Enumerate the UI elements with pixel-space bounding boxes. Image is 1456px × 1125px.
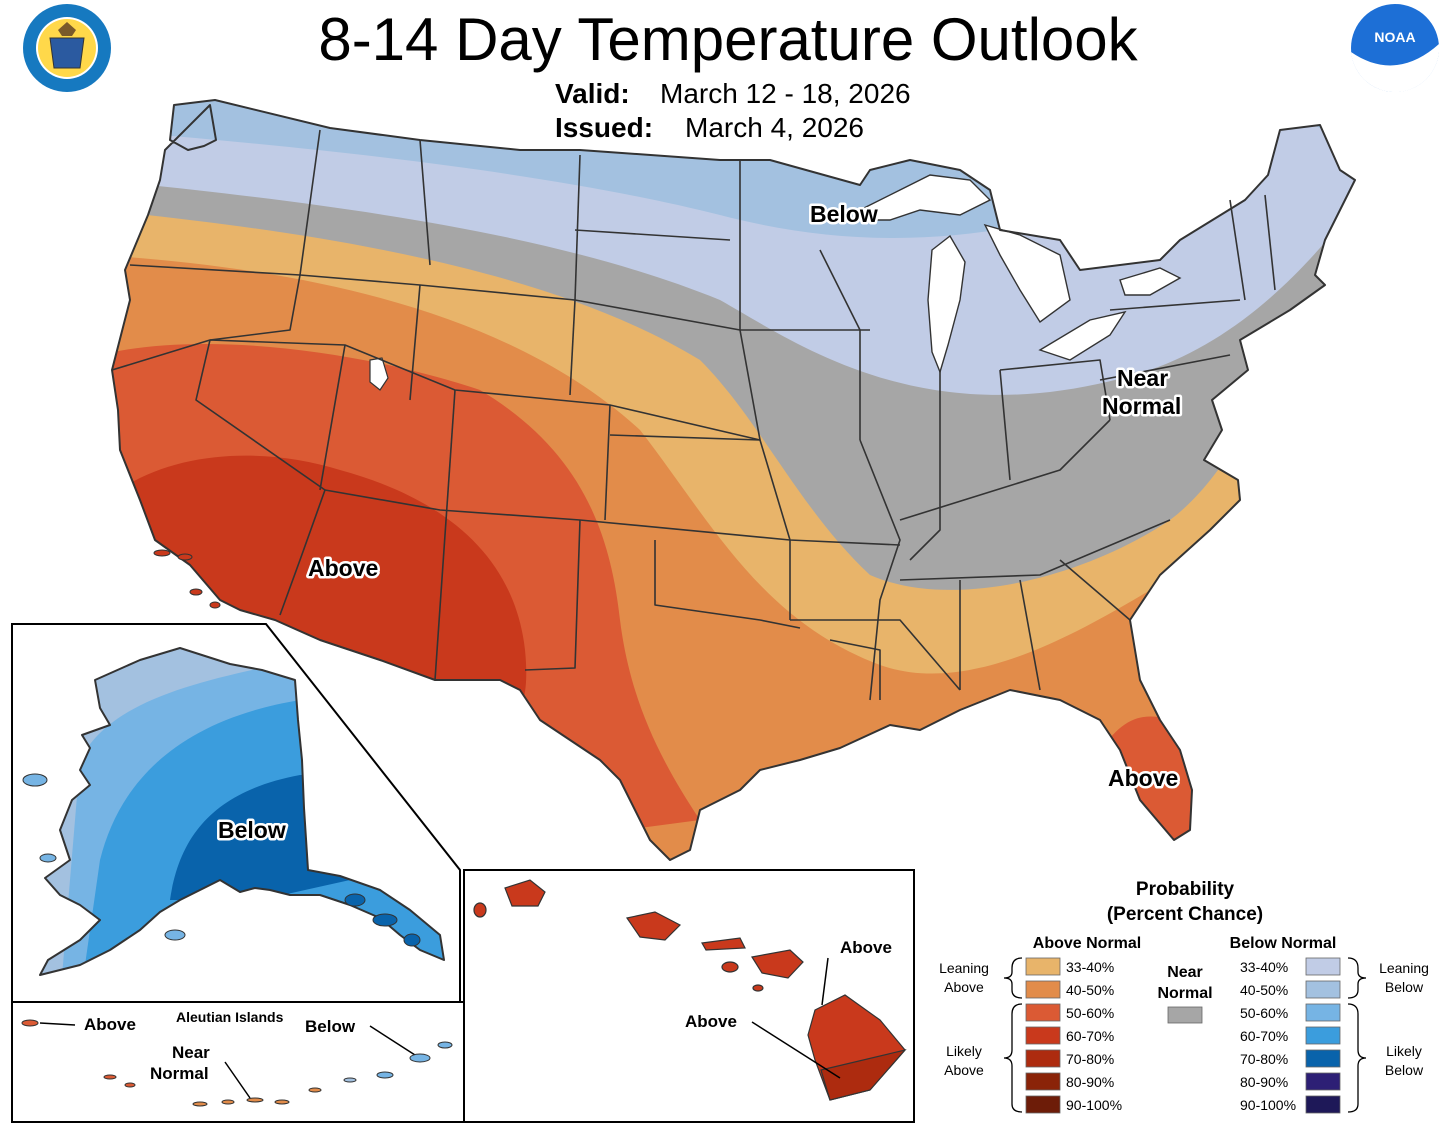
legend-above-range-label: 40-50% (1066, 982, 1114, 998)
hawaii-inset: Above Above (463, 869, 915, 1123)
aleutian-label-near-line2: Normal (150, 1064, 209, 1083)
page-title: 8-14 Day Temperature Outlook (318, 6, 1138, 73)
alaska-label-below: Below (218, 817, 286, 843)
aleutian-label-above: Above (84, 1015, 136, 1034)
legend-likely-above-line2: Above (944, 1062, 984, 1078)
header: 8-14 Day Temperature Outlook Valid: Marc… (318, 6, 1138, 143)
aleutian-label-below: Below (305, 1017, 356, 1036)
legend-leaning-above-line2: Above (944, 979, 984, 995)
legend-near-swatch (1167, 1006, 1203, 1024)
legend-below-range-label: 80-90% (1240, 1074, 1288, 1090)
legend-above-range-label: 60-70% (1066, 1028, 1114, 1044)
aleutian-islands (103, 1041, 453, 1107)
valid-label: Valid: (555, 78, 630, 109)
legend-below-swatch (1305, 957, 1341, 976)
alaska-inset: Below (11, 623, 461, 1003)
channel-islands (153, 549, 221, 609)
legend-below-range-label: 40-50% (1240, 982, 1288, 998)
legend-below-swatch (1305, 1049, 1341, 1068)
aleutian-inset: Aleutian Islands Above Below Near Normal (11, 1001, 465, 1123)
legend-above-swatches: 33-40% 40-50% 50-60% 60-70% 70-80% 80-90% 90-1… (1025, 957, 1122, 1114)
legend-below-swatches: 33-40% 40-50% 50-60% 60-70% 70-80% 80-90% 90-1… (1240, 957, 1341, 1114)
legend-above-range-label: 90-100% (1066, 1097, 1122, 1113)
conus-label-near-line1: Near (1117, 365, 1168, 391)
legend: Probability (Percent Chance) Above Norma… (939, 879, 1429, 1114)
legend-below-swatch (1305, 1072, 1341, 1091)
aleutian-label-near-line1: Near (172, 1043, 210, 1062)
legend-above-swatch (1025, 980, 1061, 999)
legend-below-range-label: 60-70% (1240, 1028, 1288, 1044)
conus-label-above-florida: Above (1108, 765, 1178, 791)
noaa-logo: NOAA (1351, 4, 1440, 93)
conus-outline (111, 99, 1356, 861)
legend-above-header: Above Normal (1033, 935, 1141, 952)
legend-likely-below-line1: Likely (1386, 1043, 1422, 1059)
legend-likely-below-line2: Below (1385, 1062, 1424, 1078)
alaska-islands (22, 773, 186, 941)
aleutian-title: Aleutian Islands (176, 1009, 284, 1025)
legend-above-swatch (1025, 1026, 1061, 1045)
legend-leaning-below-line2: Below (1385, 979, 1424, 995)
legend-title-line2: (Percent Chance) (1107, 904, 1263, 925)
legend-leaning-above-line1: Leaning (939, 960, 989, 976)
alaska-panhandle-islands (344, 893, 421, 947)
legend-likely-above-line1: Likely (946, 1043, 982, 1059)
legend-above-swatch (1025, 1049, 1061, 1068)
legend-near-line2: Normal (1157, 985, 1212, 1002)
commerce-seal-icon (23, 4, 111, 92)
legend-above-swatch (1025, 1003, 1061, 1022)
legend-above-range-label: 33-40% (1066, 959, 1114, 975)
legend-above-swatch (1025, 957, 1061, 976)
legend-below-range-label: 33-40% (1240, 959, 1288, 975)
legend-below-swatch (1305, 1026, 1341, 1045)
legend-below-swatch (1305, 1095, 1341, 1114)
issued-label: Issued: (555, 112, 653, 143)
legend-leaning-below-line1: Leaning (1379, 960, 1429, 976)
noaa-logo-text: NOAA (1374, 29, 1415, 45)
conus-label-above-southwest: Above (308, 555, 378, 581)
legend-below-range-label: 70-80% (1240, 1051, 1288, 1067)
hawaii-big-island-south (820, 1048, 907, 1101)
legend-below-swatch (1305, 1003, 1341, 1022)
legend-below-swatch (1305, 980, 1341, 999)
valid-value: March 12 - 18, 2026 (660, 78, 911, 109)
hawaii-label-above-upper: Above (840, 938, 892, 957)
legend-above-range-label: 70-80% (1066, 1051, 1114, 1067)
legend-above-range-label: 80-90% (1066, 1074, 1114, 1090)
legend-title-line1: Probability (1136, 879, 1235, 900)
issued-value: March 4, 2026 (685, 112, 864, 143)
legend-above-swatch (1025, 1072, 1061, 1091)
legend-near-line1: Near (1167, 964, 1203, 981)
legend-below-range-label: 50-60% (1240, 1005, 1288, 1021)
legend-above-range-label: 50-60% (1066, 1005, 1114, 1021)
state-borders (111, 129, 1276, 701)
conus-label-below: Below (810, 201, 878, 227)
legend-below-range-label: 90-100% (1240, 1097, 1296, 1113)
legend-above-swatch (1025, 1095, 1061, 1114)
hawaii-label-above-lower: Above (685, 1012, 737, 1031)
conus-label-near-line2: Normal (1102, 393, 1181, 419)
great-lakes (369, 174, 1182, 391)
legend-below-header: Below Normal (1230, 935, 1337, 952)
